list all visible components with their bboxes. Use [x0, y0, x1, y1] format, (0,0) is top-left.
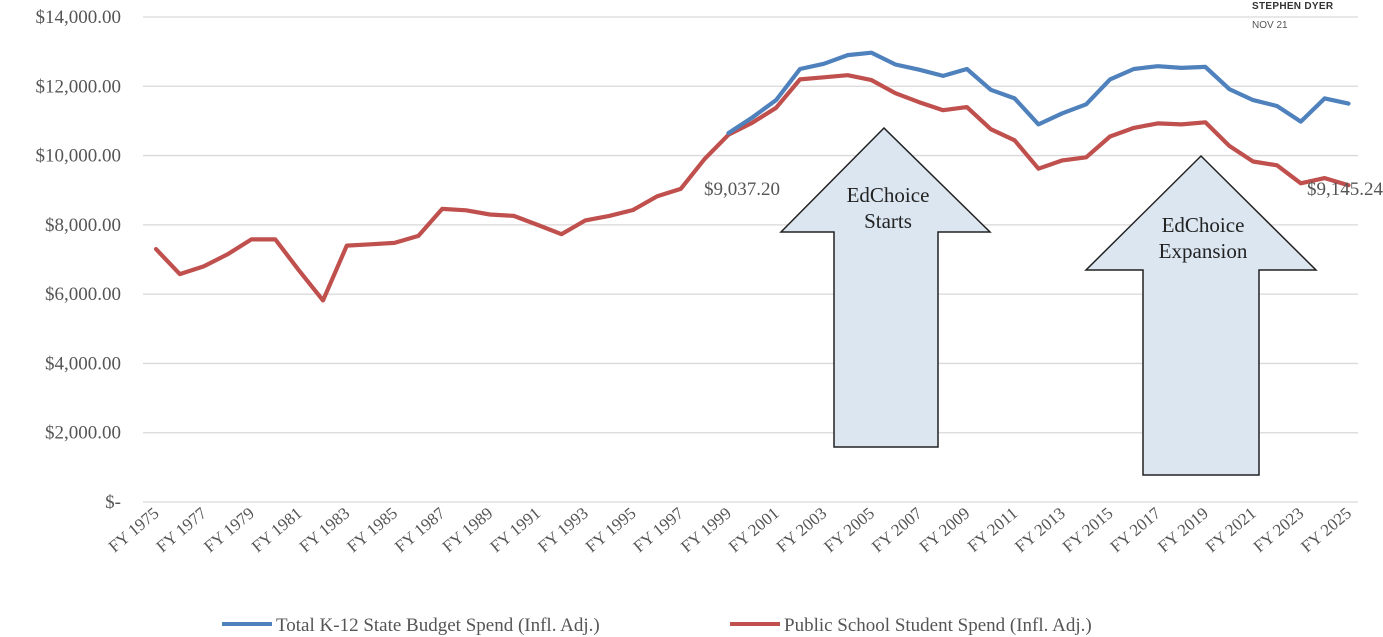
legend-label-student: Public School Student Spend (Infl. Adj.)	[784, 615, 1092, 636]
x-tick-label: FY 1997	[630, 503, 688, 556]
arrow-label-line2: Expansion	[1159, 239, 1248, 263]
series-lines	[153, 50, 1351, 303]
x-tick-label: FY 2003	[773, 504, 831, 557]
x-tick-label: FY 1977	[153, 503, 211, 556]
y-tick-label: $8,000.00	[45, 215, 121, 236]
x-tick-label: FY 2019	[1154, 504, 1212, 557]
x-tick-label: FY 2007	[868, 503, 926, 556]
x-tick-label: FY 2001	[725, 504, 783, 557]
edchoice-expansion-arrow: EdChoice Expansion	[1084, 154, 1318, 476]
x-tick-label: FY 1985	[343, 504, 401, 557]
y-axis-ticks: $- $2,000.00 $4,000.00 $6,000.00 $8,000.00 $1…	[36, 7, 122, 513]
y-tick-label: $12,000.00	[36, 76, 122, 97]
x-tick-label: FY 1983	[296, 504, 354, 557]
x-tick-label: FY 2005	[820, 504, 878, 557]
edchoice-starts-arrow: EdChoice Starts	[779, 126, 992, 448]
up-arrow-shape	[779, 126, 992, 448]
author-credit: STEPHEN DYER	[1252, 1, 1334, 12]
arrow-label-line1: EdChoice	[847, 183, 930, 207]
series-line-total	[726, 50, 1351, 136]
x-tick-label: FY 1987	[391, 503, 449, 556]
x-tick-label: FY 2021	[1202, 504, 1260, 557]
x-tick-label: FY 2025	[1297, 504, 1355, 557]
x-tick-label: FY 1991	[486, 504, 544, 557]
x-tick-label: FY 1999	[677, 504, 735, 557]
x-tick-label: FY 2015	[1059, 504, 1117, 557]
x-tick-label: FY 1989	[439, 504, 497, 557]
y-tick-label: $10,000.00	[36, 146, 122, 167]
x-tick-label: FY 1981	[248, 504, 306, 557]
x-tick-label: FY 2009	[916, 504, 974, 557]
series-line-student	[153, 73, 1351, 303]
x-tick-label: FY 2017	[1107, 503, 1165, 556]
data-label: $9,145.24	[1307, 179, 1383, 200]
legend: Total K-12 State Budget Spend (Infl. Adj…	[222, 615, 1092, 636]
x-tick-label: FY 2013	[1011, 504, 1069, 557]
data-label: $9,037.20	[704, 179, 780, 200]
y-tick-label: $-	[105, 492, 121, 513]
x-tick-label: FY 1995	[582, 504, 640, 557]
arrow-label-line2: Starts	[864, 209, 912, 233]
y-tick-label: $4,000.00	[45, 353, 121, 374]
y-tick-label: $6,000.00	[45, 284, 121, 305]
arrow-label-line1: EdChoice	[1162, 213, 1245, 237]
legend-label-total: Total K-12 State Budget Spend (Infl. Adj…	[276, 615, 600, 636]
data-annotations: $9,037.20 $9,145.24	[704, 179, 1383, 200]
gridlines	[143, 16, 1358, 503]
up-arrow-shape	[1084, 154, 1318, 476]
y-tick-label: $14,000.00	[36, 7, 122, 28]
x-tick-label: FY 1993	[534, 504, 592, 557]
x-tick-label: FY 2023	[1250, 504, 1308, 557]
x-tick-label: FY 2011	[964, 504, 1021, 556]
date-credit: NOV 21	[1252, 20, 1288, 31]
x-tick-label: FY 1979	[200, 504, 258, 557]
y-tick-label: $2,000.00	[45, 423, 121, 444]
